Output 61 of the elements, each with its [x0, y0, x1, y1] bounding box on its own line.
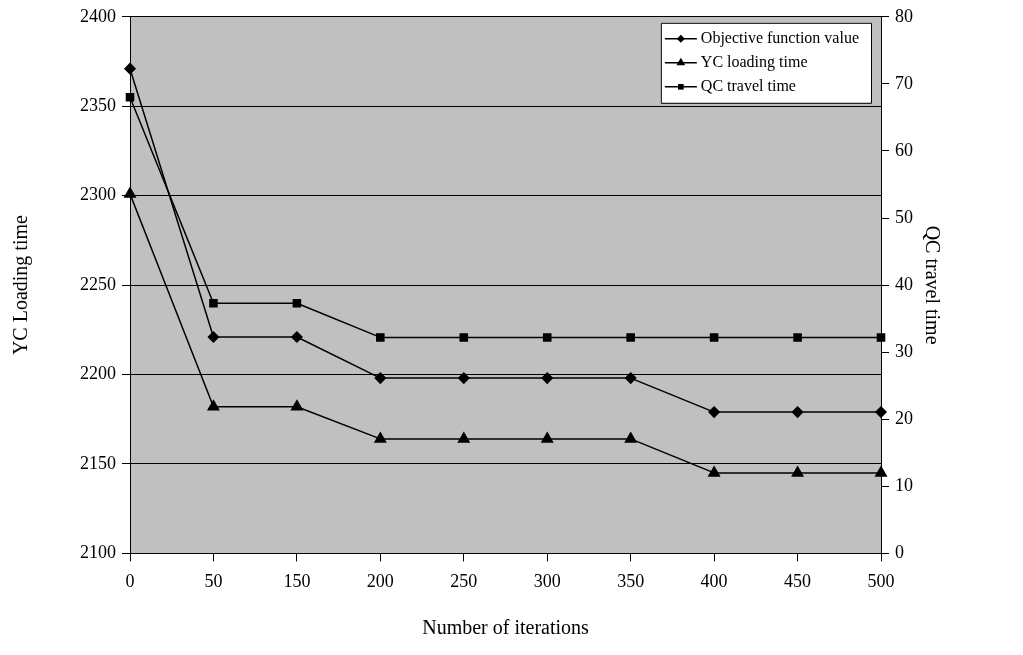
point: [207, 399, 220, 411]
point: [875, 406, 887, 418]
point: [457, 432, 470, 443]
y2-tick-label: 20: [895, 407, 913, 428]
point: [459, 333, 469, 342]
point: [292, 298, 302, 308]
x-axis-title: Number of iterations: [422, 616, 590, 639]
y2-tick-label: 60: [895, 139, 913, 160]
point: [791, 406, 804, 418]
point: [374, 432, 387, 443]
x-tick-label: 50: [204, 570, 223, 591]
point: [290, 399, 303, 411]
point: [458, 372, 470, 384]
point: [209, 298, 218, 308]
x-tick-label: 400: [700, 570, 728, 591]
y-tick-label: 2150: [80, 452, 116, 473]
x-tick-label: 0: [125, 570, 135, 591]
y2-tick-label: 10: [895, 475, 913, 496]
y2-tick-label: 80: [895, 5, 913, 26]
x-tick-label: 250: [450, 570, 478, 591]
y-axis-title: YC Loading time: [9, 214, 33, 356]
point: [709, 333, 719, 342]
x-tick-label: 450: [784, 570, 812, 591]
point: [207, 331, 220, 343]
y-tick-label: 2350: [80, 94, 116, 115]
point: [125, 93, 135, 102]
point: [876, 333, 886, 342]
legend-label: YC loading time: [700, 53, 808, 71]
point: [541, 432, 554, 443]
y-tick-label: 2100: [80, 542, 116, 563]
y-tick-label: 2250: [80, 273, 116, 294]
y2-tick-label: 70: [895, 72, 913, 93]
x-tick-label: 150: [283, 570, 311, 591]
y2-tick-label: 40: [895, 273, 913, 294]
point: [124, 62, 136, 75]
y2-tick-label: 30: [895, 340, 913, 361]
y-tick-label: 2400: [80, 5, 116, 26]
point: [791, 466, 804, 477]
x-tick-label: 500: [867, 570, 895, 591]
point: [374, 372, 387, 384]
x-tick-label: 300: [533, 570, 561, 591]
point: [708, 466, 721, 477]
point: [626, 333, 635, 342]
y-tick-label: 2200: [80, 363, 116, 384]
point: [875, 466, 887, 477]
y2-tick-label: 50: [895, 206, 913, 227]
legend-label: Objective function value: [700, 29, 860, 47]
y-tick-label: 2300: [80, 184, 116, 205]
legend-label: QC travel time: [700, 77, 796, 94]
point: [541, 372, 553, 384]
point: [542, 333, 552, 342]
point: [624, 372, 637, 384]
x-tick-label: 200: [366, 570, 394, 591]
point: [708, 406, 720, 418]
point: [793, 333, 802, 342]
point: [624, 432, 637, 443]
x-tick-label: 350: [617, 570, 645, 591]
point: [291, 331, 303, 343]
point: [376, 333, 385, 342]
y2-tick-label: 0: [895, 542, 904, 563]
y2-axis-title: QC travel time: [921, 225, 944, 345]
